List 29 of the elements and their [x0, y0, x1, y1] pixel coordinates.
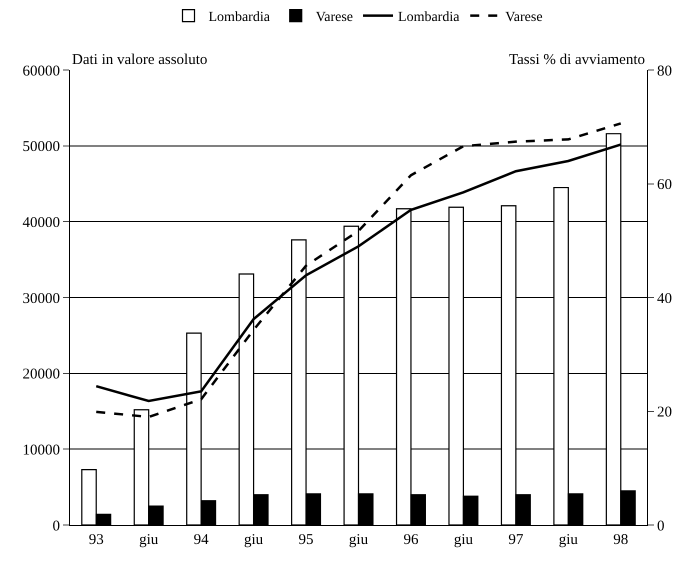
x-tick-label: giu — [139, 532, 159, 548]
x-tick-label: 97 — [508, 532, 524, 548]
y-tick-label: 20000 — [22, 366, 60, 383]
y2-tick-label: 40 — [657, 290, 672, 307]
y-axis-title: Dati in valore assoluto — [72, 52, 208, 68]
x-tick-label: 96 — [403, 532, 419, 548]
x-tick-label: 98 — [613, 532, 628, 548]
y2-tick-label: 20 — [657, 404, 672, 420]
x-tick-label: giu — [454, 532, 474, 548]
legend-label: Lombardia — [398, 10, 460, 26]
legend-label: Varese — [316, 10, 354, 26]
y2-axis-title: Tassi % di avviamento — [509, 52, 646, 68]
legend-label: Lombardia — [208, 10, 271, 26]
y-tick-label: 40000 — [22, 214, 60, 231]
y-tick-label: 30000 — [22, 290, 60, 307]
legend-label: Varese — [505, 10, 543, 26]
y2-tick-label: 60 — [657, 177, 672, 193]
y-tick-label: 50000 — [22, 139, 60, 156]
x-tick-label: 93 — [88, 532, 104, 548]
x-tick-label: giu — [558, 532, 578, 548]
y-tick-label: 60000 — [22, 63, 60, 80]
x-tick-label: giu — [348, 532, 369, 548]
x-tick-label: 94 — [194, 532, 210, 548]
y2-tick-label: 80 — [657, 63, 672, 80]
x-tick-label: giu — [244, 532, 264, 548]
y-tick-label: 0 — [52, 518, 60, 534]
x-tick-label: 95 — [298, 532, 314, 548]
y-tick-label: 10000 — [22, 442, 60, 458]
y2-tick-label: 0 — [657, 518, 664, 534]
